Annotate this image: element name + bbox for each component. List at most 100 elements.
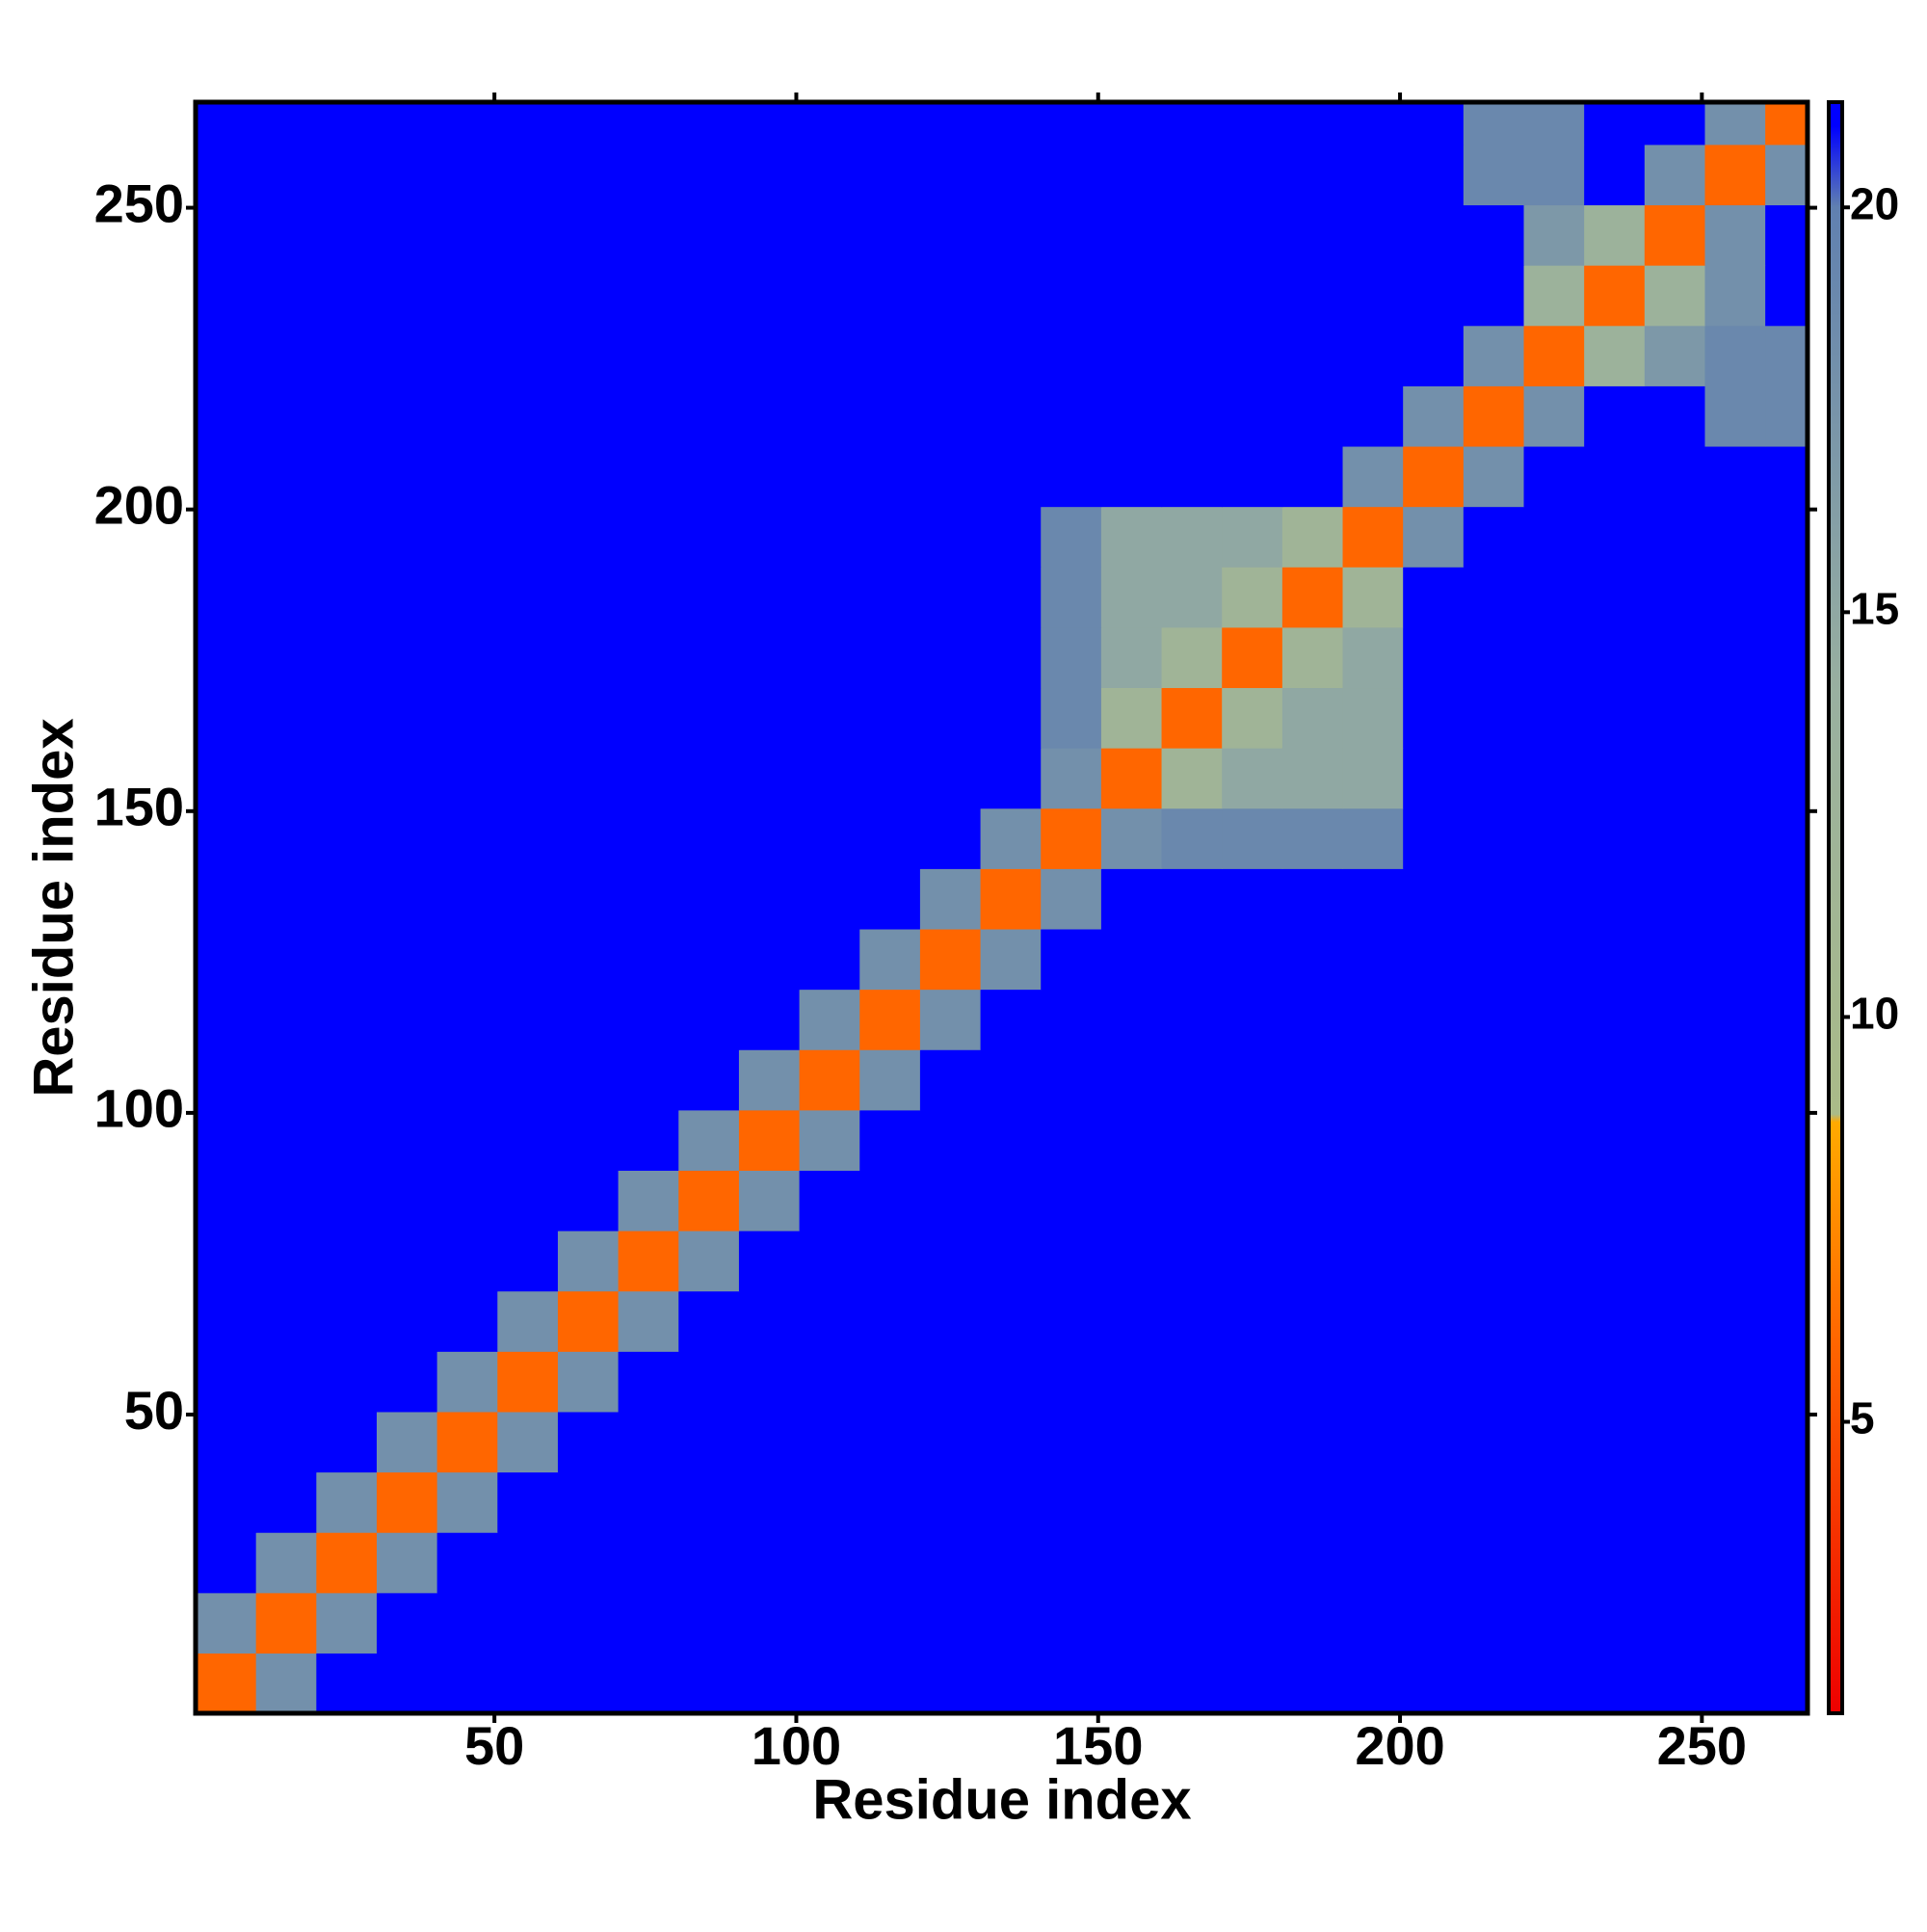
heatmap-cell xyxy=(1161,1653,1223,1714)
heatmap-cell xyxy=(1704,1351,1766,1413)
heatmap-cell xyxy=(1704,1231,1766,1292)
heatmap-cell xyxy=(497,1411,559,1473)
heatmap-cell xyxy=(919,1351,982,1413)
heatmap-cell xyxy=(1704,989,1766,1050)
heatmap-cell xyxy=(1704,204,1766,266)
heatmap-cell xyxy=(497,1532,559,1594)
heatmap-cell xyxy=(618,385,679,447)
heatmap-cell xyxy=(316,1170,378,1231)
heatmap-cell xyxy=(859,626,921,689)
heatmap-cell xyxy=(1765,385,1808,447)
heatmap-cell xyxy=(1041,807,1102,869)
heatmap-cell xyxy=(1100,1653,1163,1714)
x-tick-label: 200 xyxy=(1355,1715,1444,1776)
heatmap-cell xyxy=(1222,1290,1283,1352)
heatmap-cell xyxy=(497,1231,559,1292)
heatmap-cell xyxy=(618,144,679,206)
heatmap-cell xyxy=(1584,567,1646,628)
heatmap-cell xyxy=(1523,989,1585,1050)
heatmap-cell xyxy=(738,989,801,1050)
heatmap-cell xyxy=(1704,1653,1766,1714)
heatmap-cell xyxy=(196,1170,257,1231)
heatmap-cell xyxy=(980,567,1042,628)
heatmap-cell xyxy=(316,687,378,749)
heatmap-cell xyxy=(1765,144,1808,206)
heatmap-cell xyxy=(1765,1351,1808,1413)
heatmap-cell xyxy=(678,1592,740,1654)
heatmap-cell xyxy=(1222,325,1283,386)
heatmap-cell xyxy=(1765,1231,1808,1292)
heatmap-cell xyxy=(799,506,860,568)
heatmap-cell xyxy=(738,868,801,930)
heatmap-cell xyxy=(1523,144,1585,206)
heatmap-cell xyxy=(1281,567,1344,628)
heatmap-cell xyxy=(1161,506,1223,568)
y-tick-label: 250 xyxy=(94,172,184,233)
heatmap-cell xyxy=(1222,265,1283,327)
heatmap-cell xyxy=(1584,1532,1646,1594)
heatmap-cell xyxy=(738,1049,801,1111)
heatmap-cell xyxy=(799,102,860,146)
heatmap-cell xyxy=(1403,1109,1465,1172)
heatmap-cell xyxy=(1222,1653,1283,1714)
heatmap-cell xyxy=(1161,928,1223,991)
heatmap-cell xyxy=(919,807,982,869)
heatmap-cell xyxy=(799,385,860,447)
heatmap-cell xyxy=(859,567,921,628)
heatmap-cell xyxy=(316,868,378,930)
heatmap-cell xyxy=(799,1532,860,1594)
heatmap-cell xyxy=(1222,1411,1283,1473)
heatmap-cell xyxy=(1523,567,1585,628)
heatmap-cell xyxy=(1765,1170,1808,1231)
colorbar-tick-label: 10 xyxy=(1850,989,1899,1039)
heatmap-cell xyxy=(799,626,860,689)
heatmap-cell xyxy=(678,626,740,689)
heatmap-cell xyxy=(196,1592,257,1654)
heatmap-cell xyxy=(1403,626,1465,689)
heatmap-cell xyxy=(376,1351,438,1413)
heatmap-cell xyxy=(1704,325,1766,386)
heatmap-cell xyxy=(196,626,257,689)
heatmap-cell xyxy=(557,807,620,869)
heatmap-cell xyxy=(255,144,317,206)
colorbar xyxy=(1827,100,1844,1715)
heatmap-cell xyxy=(1041,1109,1102,1172)
heatmap-cell xyxy=(618,1109,679,1172)
heatmap-cell xyxy=(1765,325,1808,386)
heatmap-cell xyxy=(1342,1411,1404,1473)
heatmap-cell xyxy=(1523,325,1585,386)
heatmap-cell xyxy=(678,1049,740,1111)
heatmap-cell xyxy=(255,1532,317,1594)
heatmap-cell xyxy=(497,807,559,869)
heatmap-cell xyxy=(557,1411,620,1473)
heatmap-cell xyxy=(980,1532,1042,1594)
heatmap-cell xyxy=(919,1049,982,1111)
heatmap-cell xyxy=(859,1109,921,1172)
heatmap-cell xyxy=(1765,1592,1808,1654)
heatmap-cell xyxy=(1704,385,1766,447)
heatmap-cell xyxy=(557,1109,620,1172)
heatmap-cell xyxy=(1041,265,1102,327)
heatmap-cell xyxy=(859,1351,921,1413)
heatmap-cell xyxy=(1041,385,1102,447)
heatmap-cell xyxy=(1161,567,1223,628)
heatmap-cell xyxy=(738,687,801,749)
heatmap-cell xyxy=(1463,1170,1525,1231)
heatmap-cell xyxy=(618,445,679,508)
heatmap-cell xyxy=(1100,1049,1163,1111)
heatmap-cell xyxy=(1041,1471,1102,1533)
heatmap-cell xyxy=(1463,1290,1525,1352)
heatmap-cell xyxy=(436,748,498,809)
heatmap-cell xyxy=(859,1532,921,1594)
heatmap-cell xyxy=(738,1231,801,1292)
heatmap-cell xyxy=(1281,868,1344,930)
heatmap-cell xyxy=(980,1170,1042,1231)
heatmap-cell xyxy=(799,1351,860,1413)
heatmap-cell xyxy=(1222,807,1283,869)
heatmap-cell xyxy=(1100,506,1163,568)
heatmap-cell xyxy=(1281,989,1344,1050)
heatmap-cell xyxy=(1100,687,1163,749)
heatmap-cell xyxy=(980,989,1042,1050)
y-tick-label: 100 xyxy=(94,1078,184,1139)
heatmap-cell xyxy=(1281,385,1344,447)
